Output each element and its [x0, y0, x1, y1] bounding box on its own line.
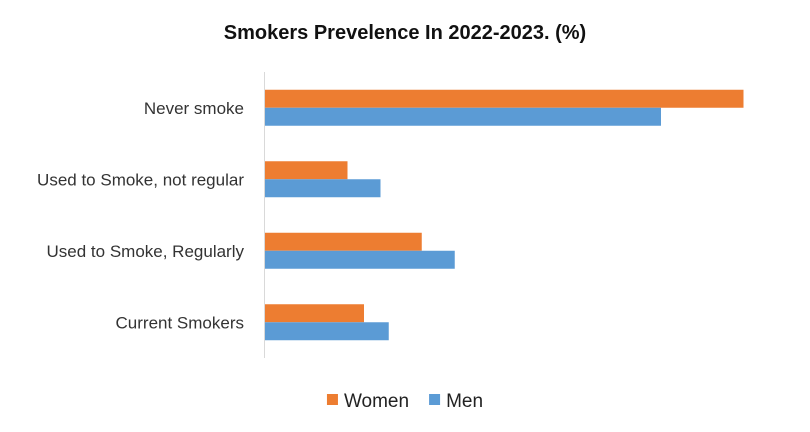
bar-men-used-to-smoke-regularly: [265, 250, 455, 269]
legend-label-women: Women: [344, 391, 409, 412]
legend-swatch-women: [326, 394, 338, 405]
bar-women-used-to-smoke-not-regular: [265, 161, 348, 180]
bar-men-never-smoke: [265, 107, 661, 126]
chart-title: Smokers Prevelence In 2022-2023. (%): [224, 22, 586, 44]
legend-label-men: Men: [446, 391, 483, 412]
bar-women-used-to-smoke-regularly: [265, 232, 422, 251]
category-label-current-smokers: Current Smokers: [116, 313, 244, 332]
category-labels: Never smoke Used to Smoke, not regular Use…: [37, 99, 244, 333]
category-label-used-to-smoke-regularly: Used to Smoke, Regularly: [47, 242, 245, 261]
category-label-used-to-smoke-not-regular: Used to Smoke, not regular: [37, 170, 244, 189]
legend: Women Men: [326, 391, 483, 412]
bar-men-used-to-smoke-not-regular: [265, 179, 381, 198]
category-label-never-smoke: Never smoke: [144, 99, 244, 118]
bar-men-current-smokers: [265, 322, 389, 341]
legend-swatch-men: [429, 394, 441, 405]
bar-women-never-smoke: [265, 89, 744, 108]
bar-series: [265, 89, 744, 341]
bar-women-current-smokers: [265, 304, 364, 323]
